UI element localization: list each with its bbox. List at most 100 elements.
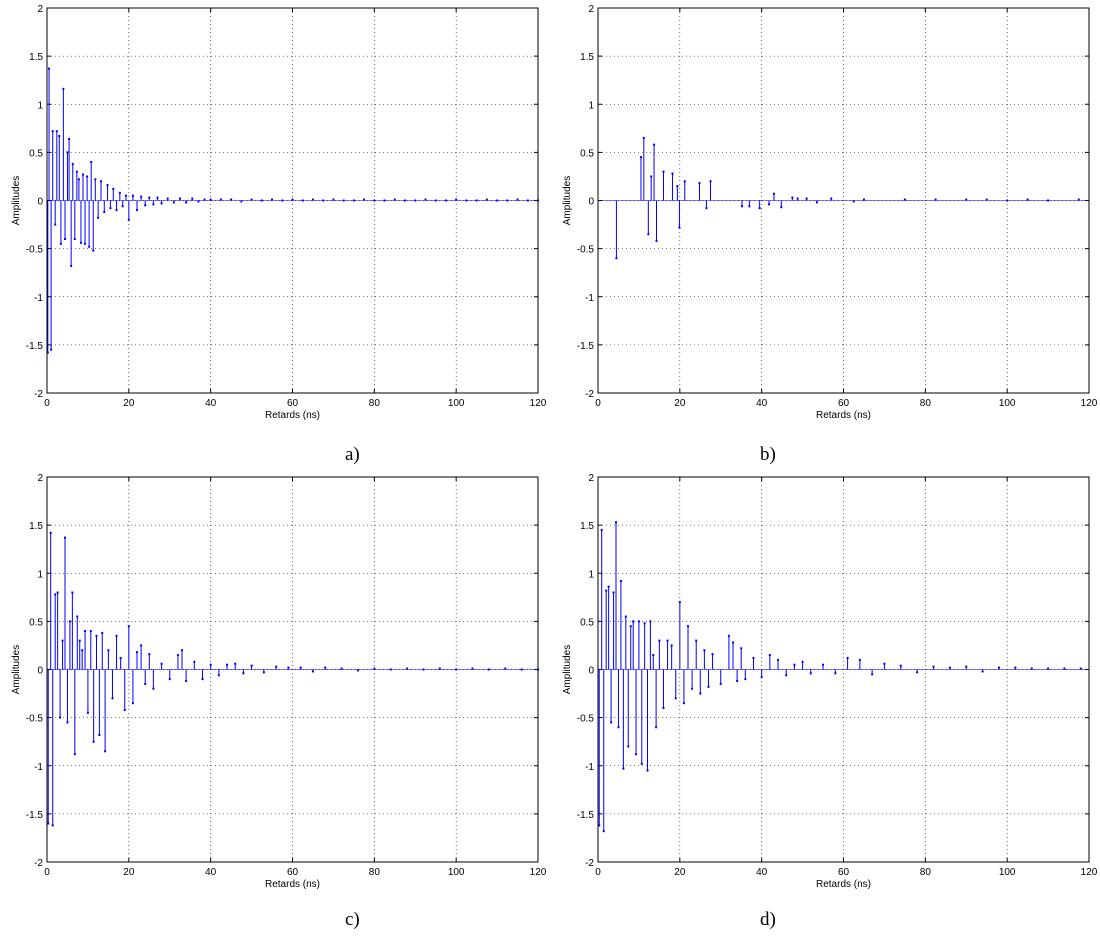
- stem-marker: [64, 238, 67, 240]
- x-tick-label: 100: [999, 867, 1016, 878]
- stem-marker: [107, 649, 110, 652]
- stem-marker: [54, 223, 57, 226]
- stem-marker: [115, 209, 118, 212]
- stem-marker: [152, 203, 155, 206]
- panel-caption: b): [760, 444, 776, 465]
- stem-marker: [209, 663, 212, 666]
- stem-marker: [127, 625, 130, 628]
- stem-marker: [871, 673, 874, 676]
- stem-marker: [662, 707, 665, 709]
- x-axis-label: Retards (ns): [816, 879, 871, 890]
- stem-marker: [647, 233, 650, 236]
- stem-marker: [209, 198, 212, 201]
- y-tick-label: 0: [588, 197, 594, 208]
- panel-caption: a): [345, 444, 360, 465]
- stem-marker: [54, 593, 57, 596]
- stem-marker: [311, 198, 314, 201]
- y-tick-label: -0.5: [577, 714, 595, 725]
- stem-marker: [131, 702, 134, 705]
- plot-frame: [597, 476, 1090, 863]
- stem-marker: [70, 264, 73, 267]
- stem-marker: [86, 711, 89, 714]
- stem-marker: [622, 767, 625, 770]
- stem-marker: [242, 672, 245, 675]
- plot-frame: [597, 7, 1090, 394]
- stem-marker: [834, 672, 837, 675]
- stem-marker: [79, 241, 82, 244]
- stem-marker: [97, 216, 100, 219]
- y-tick-label: -2: [585, 858, 594, 869]
- stem-marker: [777, 658, 780, 661]
- stem-marker: [678, 226, 681, 229]
- stem-marker: [59, 242, 62, 245]
- y-tick-label: 1.5: [29, 521, 43, 532]
- stem-marker: [84, 630, 87, 632]
- stem-marker: [47, 822, 50, 825]
- stem-marker: [340, 667, 343, 670]
- chart-panel-b: 0 20 40 60 80 100 120 -2 -1.5 -1 -0.5 0 0.5 1 1.5 2 Reta…: [562, 4, 1098, 465]
- stem-marker: [144, 682, 147, 685]
- y-tick-label: 1: [588, 100, 594, 111]
- stem-marker: [168, 678, 171, 681]
- stem-marker: [191, 197, 194, 200]
- y-tick-label: -1: [585, 762, 594, 773]
- x-tick-label: 120: [1081, 867, 1098, 878]
- stem-marker: [178, 197, 181, 200]
- panel-caption: c): [345, 909, 360, 930]
- x-tick-label: 60: [287, 398, 299, 409]
- stem-marker: [76, 615, 79, 618]
- stem-marker: [707, 685, 710, 688]
- y-tick-label: 2: [588, 473, 594, 484]
- x-tick-label: 20: [674, 867, 686, 878]
- y-tick-label: 1: [37, 569, 43, 580]
- stem-marker: [934, 198, 937, 201]
- stem-marker: [92, 740, 95, 743]
- stem-marker: [736, 680, 739, 683]
- x-tick-label: 0: [44, 398, 50, 409]
- stem-marker: [858, 658, 861, 661]
- y-tick-label: -0.5: [26, 714, 44, 725]
- y-tick-label: 0: [37, 197, 43, 208]
- x-tick-label: 0: [595, 867, 601, 878]
- y-tick-label: 0: [37, 666, 43, 677]
- y-tick-label: -1.5: [26, 810, 44, 821]
- stem-marker: [612, 591, 615, 594]
- stem-marker: [471, 667, 474, 670]
- stem-marker: [671, 172, 674, 175]
- x-tick-label: 80: [920, 867, 932, 878]
- stem-marker: [796, 197, 799, 200]
- stem-marker: [732, 641, 735, 644]
- stem-marker: [768, 654, 771, 657]
- stem-marker: [629, 625, 632, 628]
- x-tick-label: 100: [448, 398, 465, 409]
- stem-marker: [655, 726, 658, 729]
- stem-marker: [948, 666, 951, 669]
- stem-marker: [156, 196, 159, 199]
- stem-marker: [123, 708, 126, 711]
- panel-caption: d): [760, 909, 776, 930]
- stem-marker: [152, 687, 155, 690]
- x-tick-label: 20: [674, 398, 686, 409]
- stem-marker: [619, 579, 622, 582]
- stem-marker: [699, 692, 702, 695]
- stem-marker: [111, 697, 114, 700]
- stem-marker: [373, 667, 376, 670]
- x-tick-label: 40: [756, 398, 768, 409]
- stem-marker: [51, 824, 54, 827]
- stem-marker: [666, 639, 669, 642]
- stem-marker: [801, 660, 804, 663]
- stem-marker: [903, 198, 906, 201]
- stem-marker: [88, 245, 91, 248]
- stem-marker: [287, 666, 290, 669]
- y-tick-label: -1: [34, 762, 43, 773]
- stem-marker: [64, 536, 67, 539]
- stem-marker: [131, 194, 134, 197]
- stem-marker: [332, 198, 335, 201]
- stem-marker: [899, 664, 902, 667]
- stem-marker: [119, 656, 122, 659]
- y-tick-label: 0.5: [29, 148, 43, 159]
- chart-panel-d: 0 20 40 60 80 100 120 -2 -1.5 -1 -0.5 0 0.5 1 1.5 2 Reta…: [562, 473, 1098, 930]
- stem-marker: [711, 653, 714, 656]
- stem-marker: [46, 351, 49, 354]
- stem-marker: [705, 207, 708, 210]
